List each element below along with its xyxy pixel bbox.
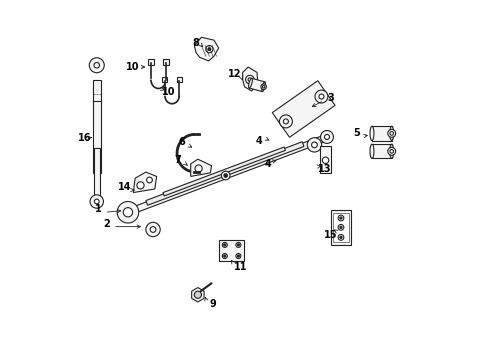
Circle shape [339,226,341,228]
Polygon shape [272,81,334,137]
Text: 9: 9 [209,299,216,309]
Circle shape [324,134,329,139]
Circle shape [146,177,152,183]
Circle shape [311,142,317,148]
Polygon shape [145,142,304,205]
Text: 15: 15 [323,230,337,239]
Circle shape [245,75,254,84]
Circle shape [337,225,343,230]
Circle shape [283,119,288,124]
Polygon shape [249,78,264,91]
Text: 16: 16 [78,133,91,143]
Circle shape [306,138,321,152]
Text: 3: 3 [326,93,333,103]
Circle shape [389,149,393,153]
Text: 6: 6 [178,138,185,147]
Ellipse shape [369,126,373,140]
Polygon shape [126,136,324,215]
Bar [176,77,182,82]
Circle shape [237,255,239,257]
Circle shape [279,115,292,128]
Circle shape [150,226,156,232]
Circle shape [222,242,227,247]
Ellipse shape [389,144,393,158]
Circle shape [262,85,264,88]
Text: 10: 10 [162,87,175,97]
Circle shape [337,234,343,240]
Text: 2: 2 [103,219,110,229]
Circle shape [222,253,227,258]
Polygon shape [191,288,203,302]
Circle shape [207,48,210,50]
Circle shape [89,58,104,73]
Text: 13: 13 [317,164,331,174]
Circle shape [339,236,341,238]
Bar [330,211,351,244]
Circle shape [117,202,139,223]
Text: 4: 4 [264,159,271,169]
Ellipse shape [248,78,252,88]
Ellipse shape [261,82,265,91]
Circle shape [247,78,251,81]
Text: 4: 4 [255,136,262,146]
Circle shape [123,208,132,217]
Polygon shape [371,126,391,140]
Polygon shape [190,159,211,176]
Polygon shape [242,67,257,91]
Circle shape [235,253,241,258]
Bar [219,240,244,261]
Circle shape [318,94,323,99]
Text: 7: 7 [174,155,181,165]
Circle shape [94,199,99,204]
Circle shape [237,244,239,246]
Text: 1: 1 [95,204,102,215]
Polygon shape [163,147,285,196]
Bar [93,80,101,173]
Polygon shape [194,37,218,61]
Circle shape [337,215,343,221]
Polygon shape [371,144,391,158]
Circle shape [314,90,327,103]
Polygon shape [133,172,156,193]
Text: 12: 12 [227,69,241,79]
Text: 10: 10 [125,62,139,72]
Circle shape [260,84,266,90]
Circle shape [387,147,395,155]
Bar [148,59,153,64]
Circle shape [389,132,393,135]
Circle shape [94,63,100,68]
Bar [163,59,168,64]
Circle shape [205,45,212,53]
Circle shape [145,222,160,237]
Bar [319,146,330,173]
Circle shape [90,195,103,208]
Bar [332,213,348,242]
Circle shape [387,130,395,137]
Text: 11: 11 [233,262,246,272]
Circle shape [320,131,333,143]
Bar [94,148,100,202]
Circle shape [224,174,227,177]
Circle shape [223,255,225,257]
Circle shape [339,217,341,219]
Circle shape [137,182,144,189]
Text: 5: 5 [352,129,359,138]
Circle shape [322,157,328,163]
Text: 14: 14 [118,182,131,192]
Circle shape [194,291,201,298]
Ellipse shape [389,126,393,140]
Circle shape [221,171,229,180]
Circle shape [235,242,241,247]
Bar [162,77,167,82]
Circle shape [195,165,202,172]
Circle shape [223,244,225,246]
Ellipse shape [369,144,373,158]
Text: 8: 8 [192,38,199,48]
